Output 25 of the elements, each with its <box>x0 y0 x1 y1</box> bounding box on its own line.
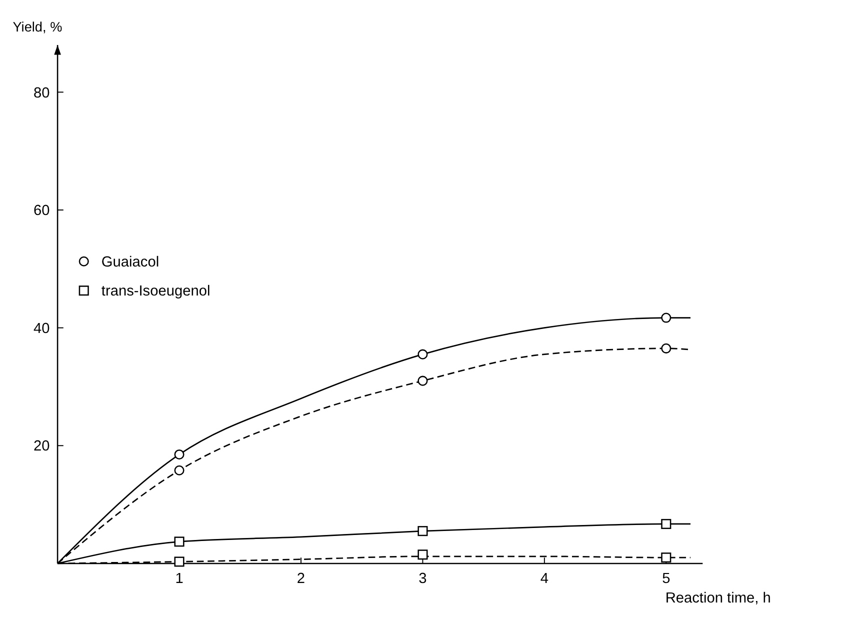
point <box>174 449 184 460</box>
point <box>418 349 428 360</box>
legend-label: Guaiacol <box>101 254 160 270</box>
point <box>661 343 672 354</box>
x-tick-label: 1 <box>175 570 184 587</box>
point <box>418 376 428 386</box>
y-tick-label: 40 <box>33 320 50 337</box>
point <box>174 556 184 567</box>
x-axis-title: Reaction time, h <box>665 590 771 606</box>
y-tick-label: 80 <box>33 85 50 102</box>
x-tick-label: 3 <box>418 570 427 587</box>
point <box>418 526 428 536</box>
y-axis-title: Yield, % <box>12 19 62 34</box>
point <box>661 552 672 563</box>
point <box>661 312 672 323</box>
x-tick-label: 2 <box>296 570 306 587</box>
x-tick-label: 5 <box>662 570 670 587</box>
x-tick-label: 4 <box>540 570 548 587</box>
point <box>661 518 672 530</box>
point <box>418 550 428 560</box>
point <box>174 465 184 476</box>
y-tick-label: 20 <box>33 438 50 455</box>
point <box>174 536 184 547</box>
y-tick-label: 60 <box>33 203 50 220</box>
legend-label: trans-Isoeugenol <box>101 284 210 300</box>
